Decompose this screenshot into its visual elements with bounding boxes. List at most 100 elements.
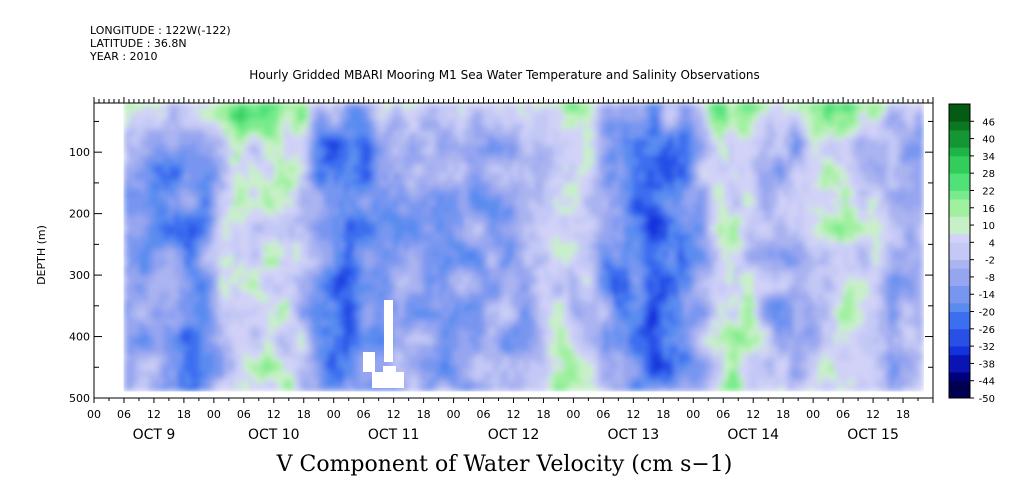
colorbar-band [949,190,970,200]
y-tick-label: 100 [69,146,90,159]
y-tick-label: 400 [69,331,90,344]
x-hour-tick-label: 00 [806,408,820,421]
colorbar-band [949,138,970,148]
y-tick-label: 500 [69,392,90,405]
colorbar-band [949,354,970,364]
colorbar-tick-label: 46 [982,117,995,128]
x-hour-tick-label: 12 [387,408,401,421]
x-hour-tick-label: 12 [147,408,161,421]
colorbar-band [949,251,970,261]
x-hour-tick-label: 18 [417,408,431,421]
colorbar-band [949,147,970,157]
colorbar-band [949,112,970,122]
colorbar-tick-label: -38 [979,359,995,370]
colorbar-band [949,328,970,338]
x-hour-tick-label: 12 [626,408,640,421]
colorbar-tick-label: -50 [979,394,995,405]
x-day-label: OCT 11 [368,427,420,443]
x-hour-tick-label: 06 [596,408,610,421]
x-day-label: OCT 14 [727,427,779,443]
colorbar-band [949,173,970,183]
colorbar-band [949,225,970,235]
x-day-label: OCT 13 [608,427,660,443]
colorbar-tick-label: 34 [982,152,995,163]
x-hour-tick-label: 18 [177,408,191,421]
colorbar-band [949,164,970,174]
colorbar-band [949,372,970,382]
x-hour-tick-label: 12 [746,408,760,421]
x-hour-tick-label: 06 [357,408,371,421]
x-hour-tick-label: 12 [866,408,880,421]
velocity-heatmap [123,103,924,392]
colorbar-band [949,233,970,243]
colorbar-band [949,268,970,278]
colorbar-tick-label: 4 [989,238,995,249]
colorbar-tick-label: -2 [985,256,995,267]
x-hour-tick-label: 00 [686,408,700,421]
colorbar-band [949,129,970,139]
x-hour-tick-label: 00 [566,408,580,421]
x-day-label: OCT 12 [488,427,540,443]
colorbar-tick-label: 16 [982,204,995,215]
colorbar-tick-label: 10 [982,221,995,232]
x-hour-tick-label: 06 [477,408,491,421]
axis-ticks: 00 06 12 18 00 06 12 18 00 06 12 18 00 06 12 18 00 06 12 18… [69,97,934,443]
x-day-label: OCT 15 [847,427,899,443]
colorbar-tick-label: -44 [979,377,995,388]
x-hour-tick-label: 18 [297,408,311,421]
x-hour-tick-label: 00 [447,408,461,421]
x-hour-tick-label: 00 [327,408,341,421]
colorbar-band [949,181,970,191]
x-hour-tick-label: 00 [207,408,221,421]
colorbar-band [949,121,970,131]
chart-title: Hourly Gridded MBARI Mooring M1 Sea Wate… [249,68,760,82]
year-label: YEAR : 2010 [90,50,158,63]
colorbar-band [949,155,970,165]
colorbar-band [949,302,970,312]
x-hour-tick-label: 00 [87,408,101,421]
y-tick-label: 300 [69,269,90,282]
y-axis-label: DEPTH (m) [35,225,48,285]
latitude-label: LATITUDE : 36.8N [90,37,187,50]
x-hour-tick-label: 12 [507,408,521,421]
x-hour-tick-label: 06 [237,408,251,421]
x-hour-tick-label: 18 [776,408,790,421]
colorbar-band [949,216,970,226]
x-hour-tick-label: 12 [267,408,281,421]
colorbar-band [949,363,970,373]
colorbar-tick-label: -14 [979,290,995,301]
colorbar-band [949,380,970,390]
x-hour-tick-label: 18 [656,408,670,421]
x-hour-tick-label: 18 [536,408,550,421]
colorbar-band [949,389,970,399]
colorbar-band [949,104,970,114]
colorbar-band [949,311,970,321]
x-hour-tick-label: 06 [716,408,730,421]
colorbar-band [949,259,970,269]
x-hour-tick-label: 06 [117,408,131,421]
colorbar-band [949,320,970,330]
colorbar-tick-label: 40 [982,135,995,146]
colorbar-tick-label: -8 [985,273,995,284]
colorbar-tick-label: -26 [979,325,995,336]
x-day-label: OCT 9 [133,427,176,443]
colorbar-band [949,276,970,286]
colorbar-tick-label: -32 [979,342,995,353]
missing-data-gaps [363,300,404,388]
x-hour-tick-label: 18 [896,408,910,421]
colorbar: 46 40 34 28 22 16 10 4 -2 -8 -14 -20 -26 -32 -38 -44 -50 [948,103,995,405]
colorbar-band [949,242,970,252]
x-day-label: OCT 10 [248,427,300,443]
longitude-label: LONGITUDE : 122W(-122) [90,24,231,37]
bottom-label: V Component of Water Velocity (cm s−1) [276,452,733,477]
colorbar-band [949,346,970,356]
colorbar-band [949,207,970,217]
colorbar-tick-label: 22 [982,186,995,197]
colorbar-band [949,285,970,295]
colorbar-band [949,294,970,304]
y-tick-label: 200 [69,208,90,221]
colorbar-band [949,199,970,209]
x-hour-tick-label: 06 [836,408,850,421]
colorbar-tick-label: -20 [979,308,995,319]
